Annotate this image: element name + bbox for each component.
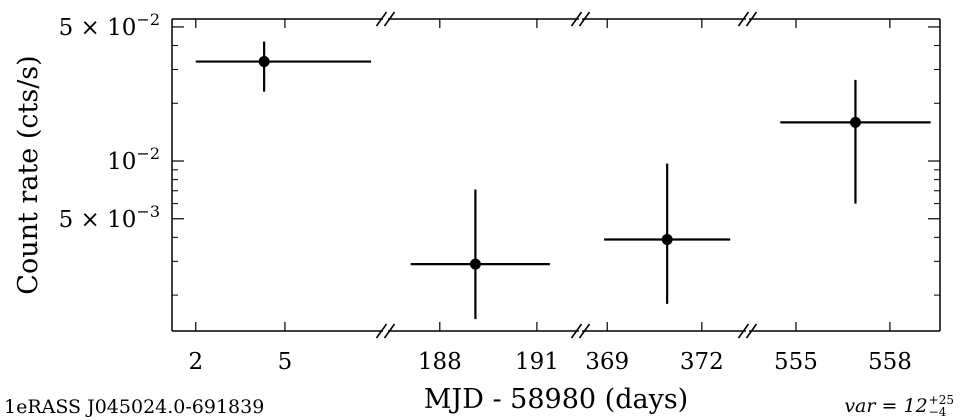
y-axis-label: Count rate (cts/s) — [13, 55, 44, 294]
y-tick-label: 10−2 — [107, 144, 160, 175]
data-point-2 — [469, 258, 481, 270]
variability-annotation: var = 12 +25 −4 — [844, 393, 954, 419]
var-label: var — [844, 394, 876, 417]
x-tick-label-372: 372 — [680, 349, 724, 375]
x-tick-label-5: 5 — [278, 349, 293, 375]
var-lower-error: −4 — [928, 404, 947, 419]
axis-break-mark-2 — [578, 323, 591, 339]
axis-ticks: 2 5 188 191 369 372 555 558 5 × 10−2 10−2 5 × 10−3 — [59, 10, 940, 375]
data-point-4 — [849, 116, 861, 128]
x-tick-label-2: 2 — [188, 349, 203, 375]
axis-breaks — [375, 11, 758, 339]
source-name: 1eRASS J045024.0-691839 — [4, 396, 265, 418]
x-tick-label-558: 558 — [868, 349, 912, 375]
axis-break-mark-1 — [383, 11, 396, 27]
x-tick-label-369: 369 — [585, 349, 629, 375]
data-marks — [195, 41, 931, 320]
data-point-3 — [661, 233, 673, 245]
x-axis-label: MJD - 58980 (days) — [424, 384, 688, 415]
plot-frame — [171, 18, 941, 332]
axis-break-mark-2 — [578, 11, 591, 27]
var-upper-error: +25 — [928, 393, 954, 408]
axis-break-mark-1 — [375, 323, 388, 339]
x-tick-label-191: 191 — [515, 349, 559, 375]
axis-break-mark-3 — [737, 323, 750, 339]
x-tick-label-188: 188 — [418, 349, 462, 375]
axis-break-mark-1 — [383, 323, 396, 339]
x-tick-label-555: 555 — [774, 349, 818, 375]
y-tick-label: 5 × 10−2 — [59, 10, 160, 41]
data-point-1 — [258, 56, 270, 68]
var-value: 12 — [903, 394, 928, 417]
axis-break-mark-3 — [737, 11, 750, 27]
axis-break-mark-3 — [745, 323, 758, 339]
y-tick-label: 5 × 10−3 — [59, 202, 160, 233]
axis-break-mark-1 — [375, 11, 388, 27]
axis-break-mark-2 — [570, 323, 583, 339]
axis-break-mark-2 — [570, 11, 583, 27]
axis-break-mark-3 — [745, 11, 758, 27]
